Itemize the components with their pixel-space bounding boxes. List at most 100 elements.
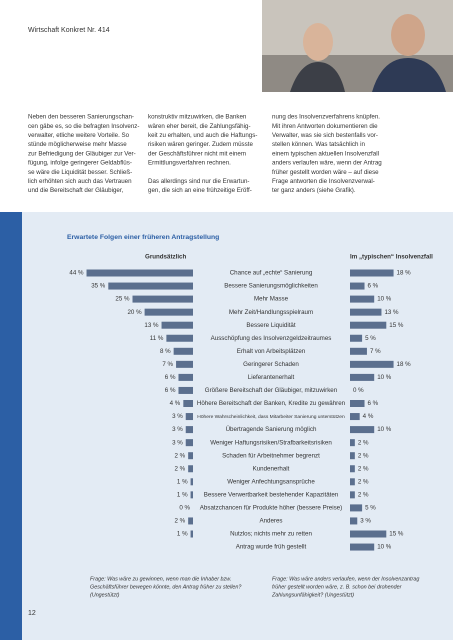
header-title: Wirtschaft Konkret Nr. 414 [28, 27, 110, 34]
body-text: Neben den besseren Sanierungschan- [28, 114, 134, 121]
bar [190, 530, 193, 538]
bar [350, 491, 355, 499]
photo-person [391, 14, 425, 56]
value-label: 15 % [389, 322, 404, 329]
bar [188, 517, 193, 525]
bar [108, 282, 193, 290]
category-label: Mehr Zeit/Handlungsspielraum [229, 309, 313, 316]
category-label: Geringerer Schaden [243, 361, 299, 368]
value-label: 10 % [377, 374, 392, 381]
bar [350, 413, 360, 421]
photo-person [372, 58, 446, 92]
footnote: Zahlungsunfähigkeit? (Ungestützt) [271, 592, 354, 598]
bar [350, 517, 358, 525]
body-text: keit zu erhalten, und auch die Haftungs- [148, 132, 257, 139]
chart-title: Erwartete Folgen einer früheren Antragst… [67, 234, 219, 241]
category-label: Übertragende Sanierung möglich [226, 426, 317, 433]
value-label: 13 % [384, 309, 399, 316]
value-label: 2 % [358, 465, 369, 472]
category-label: Höhere Bereitschaft der Banken, Kredite … [197, 400, 346, 407]
category-label: Nutzlos; nichts mehr zu retten [230, 531, 312, 538]
bar [350, 373, 375, 381]
body-text: Mit ihren Antworten dokumentieren die [272, 123, 378, 130]
value-label: 4 % [170, 400, 181, 407]
category-label: Anderes [259, 518, 282, 525]
value-label: 18 % [397, 361, 412, 368]
value-label: 11 % [150, 335, 164, 342]
value-label: 6 % [368, 400, 379, 407]
value-label: 6 % [165, 387, 176, 394]
body-text: anders verlaufen wäre, wenn der Antrag [272, 160, 382, 167]
body-text: risiken wären geringer. Zudem müsste [148, 141, 253, 148]
bar [178, 386, 193, 394]
body-text: ter ganz anders (siehe Grafik). [272, 187, 356, 194]
category-label: Lieferantenerhalt [248, 374, 295, 381]
category-label: Kundenerhalt [253, 465, 290, 472]
bar [185, 426, 193, 434]
footnote: Frage: Was wäre zu gewinnen, wenn man di… [90, 576, 231, 582]
body-text: zur Befriedigung der Gläubiger zur Ver- [28, 150, 136, 157]
value-label: 2 % [174, 452, 185, 459]
footnote: Geschäftsführer bewegen könnte, den Antr… [90, 584, 241, 590]
value-label: 44 % [69, 270, 84, 277]
bar [350, 400, 365, 407]
body-text: stellen können. Was tatsächlich in [272, 141, 366, 148]
body-text: einem typischen aktuellen Insolvenzfall [272, 150, 379, 157]
chart-panel [22, 212, 453, 640]
category-label: Größere Bereitschaft der Gläubiger, mitz… [205, 387, 338, 394]
value-label: 3 % [172, 439, 183, 446]
category-label: Bessere Sanierungsmöglichkeiten [224, 283, 318, 290]
bar [166, 334, 193, 342]
value-label: 10 % [377, 296, 392, 303]
bar [185, 413, 193, 421]
value-label: 35 % [91, 283, 106, 290]
category-label: Mehr Masse [254, 296, 289, 303]
bar [173, 347, 193, 355]
bar [350, 465, 355, 473]
bar [188, 452, 193, 460]
bar [190, 491, 193, 499]
category-label: Weniger Haftungsrisiken/Strafbarkeitsris… [210, 439, 332, 446]
bar [188, 465, 193, 473]
body-text: Ermittlungsverfahren rechnen. [148, 160, 231, 167]
bar [350, 439, 355, 447]
value-label: 2 % [174, 518, 185, 525]
value-label: 10 % [377, 426, 392, 433]
value-label: 6 % [368, 283, 379, 290]
bar [350, 269, 394, 277]
bar [350, 478, 355, 486]
body-text: lich erhöhten sich auch das Vertrauen [28, 178, 132, 185]
bar [350, 360, 394, 368]
body-text: konstruktiv mitzuwirken, die Banken [148, 114, 247, 121]
value-label: 1 % [177, 491, 188, 498]
value-label: 8 % [160, 348, 171, 355]
body-text: verwalter, etliche weitere Vorteile. So [28, 132, 130, 139]
category-label: Ausschöpfung des Insolvenzgeldzeitraumes [211, 335, 332, 342]
category-label: Absatzchancen für Produkte höher (besser… [200, 505, 342, 512]
body-text: Frage antworten die Insolvenzverwal- [272, 178, 375, 185]
value-label: 2 % [358, 452, 369, 459]
value-label: 2 % [358, 439, 369, 446]
photo-person [290, 62, 345, 92]
value-label: 18 % [397, 270, 412, 277]
value-label: 5 % [365, 335, 376, 342]
body-text: stünde möglicherweise mehr Masse [28, 141, 127, 148]
bar [350, 308, 382, 316]
bar [176, 360, 193, 368]
bar [350, 347, 367, 355]
body-text: wären eher bereit, die Zahlungsfähig- [147, 123, 251, 130]
category-label: Antrag wurde früh gestellt [236, 544, 307, 551]
bar [350, 321, 387, 329]
photo [262, 0, 453, 92]
body-text: se wäre die Liquidität besser. Schließ- [28, 169, 132, 176]
value-label: 6 % [165, 374, 176, 381]
category-label: Schaden für Arbeitnehmer begrenzt [222, 452, 320, 459]
body-text: Das allerdings sind nur die Erwartun- [148, 178, 249, 185]
footnote: (Ungestützt) [90, 592, 120, 598]
value-label: 15 % [389, 531, 404, 538]
value-label: 1 % [177, 531, 188, 538]
value-label: 3 % [360, 518, 371, 525]
footnote: Frage: Was wäre anders verlaufen, wenn d… [272, 576, 419, 582]
value-label: 10 % [377, 544, 392, 551]
body-text: cen gäbe es, so die befragten Insolvenz- [28, 123, 139, 130]
